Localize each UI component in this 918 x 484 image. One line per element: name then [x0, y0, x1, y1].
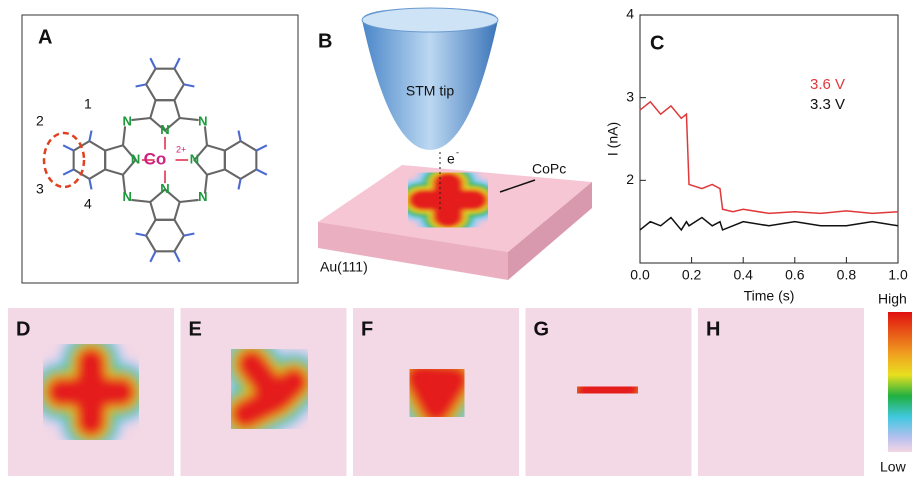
position-label: 2: [36, 113, 44, 129]
position-label: 4: [84, 196, 92, 212]
panel-label: A: [38, 26, 52, 48]
stm-images: D E F G H: [8, 308, 864, 476]
legend-label: 3.3 V: [810, 96, 845, 113]
position-label: 3: [36, 181, 44, 197]
nitrogen: N: [190, 151, 199, 166]
stm-contour: [405, 363, 469, 423]
panel-label: B: [318, 30, 332, 52]
cobalt: Co: [144, 149, 167, 168]
line-series: [639, 100, 899, 215]
stm-contour: [409, 173, 487, 227]
panel-label: H: [706, 318, 720, 340]
tip-label: STM tip: [406, 83, 454, 99]
current-chart: 2 3 4 0.0 0.2 0.4 0.6 0.8 1.0 Time (s) I (nA) 3.6 V…: [605, 6, 908, 304]
stm-tip-top: [361, 7, 499, 33]
nitrogen: N: [131, 151, 140, 166]
nitrogen: N: [198, 114, 207, 129]
stm-image: [212, 331, 327, 447]
y-axis-label: I (nA): [605, 122, 621, 156]
panel-label: F: [361, 318, 373, 340]
panel-label: C: [650, 32, 664, 54]
position-label: 1: [84, 96, 92, 112]
panel-label: G: [534, 318, 550, 340]
colorbar: [888, 312, 912, 452]
colorbar-high: High: [878, 291, 907, 307]
nitrogen: N: [160, 122, 169, 137]
legend-label: 3.6 V: [810, 76, 845, 93]
stm-contour: [231, 350, 308, 428]
nitrogen: N: [123, 189, 132, 204]
x-tick-label: 0.6: [785, 267, 805, 283]
stm-image: [384, 342, 490, 444]
x-tick-label: 1.0: [888, 267, 908, 283]
surface-front: [318, 222, 508, 280]
x-tick-label: 0.4: [733, 267, 753, 283]
surface-label: Au(111): [320, 259, 368, 275]
stm-contour: [572, 371, 643, 409]
stm-tip: [362, 8, 498, 150]
nitrogen: N: [123, 114, 132, 129]
molecule-label: CoPc: [532, 161, 566, 177]
y-tick-label: 2: [626, 171, 634, 187]
highlight-ring: [42, 131, 86, 189]
pointer: [499, 179, 536, 193]
stm-image: [549, 349, 666, 431]
electron-charge: -: [456, 147, 459, 157]
nitrogen: N: [160, 181, 169, 196]
nitrogen: N: [198, 189, 207, 204]
cobalt-charge: 2+: [176, 144, 186, 154]
electron-label: e: [447, 151, 455, 167]
stm-contour: [47, 348, 135, 436]
panel-label: E: [189, 318, 202, 340]
surface-side: [508, 182, 592, 280]
stm-image: [28, 329, 154, 455]
y-tick-label: 4: [626, 6, 634, 22]
y-tick-label: 3: [626, 88, 634, 104]
x-tick-label: 0.0: [630, 267, 650, 283]
colorbar-low: Low: [880, 459, 907, 475]
x-tick-label: 0.2: [682, 267, 702, 283]
stm-image-molecule: [390, 160, 506, 240]
x-tick-label: 0.8: [837, 267, 857, 283]
x-axis-label: Time (s): [744, 288, 795, 304]
panel-label: D: [16, 318, 30, 340]
line-series: [639, 216, 899, 232]
nitrogen-labels: N N N N N N N N: [123, 114, 208, 205]
plot-frame: [639, 14, 899, 264]
